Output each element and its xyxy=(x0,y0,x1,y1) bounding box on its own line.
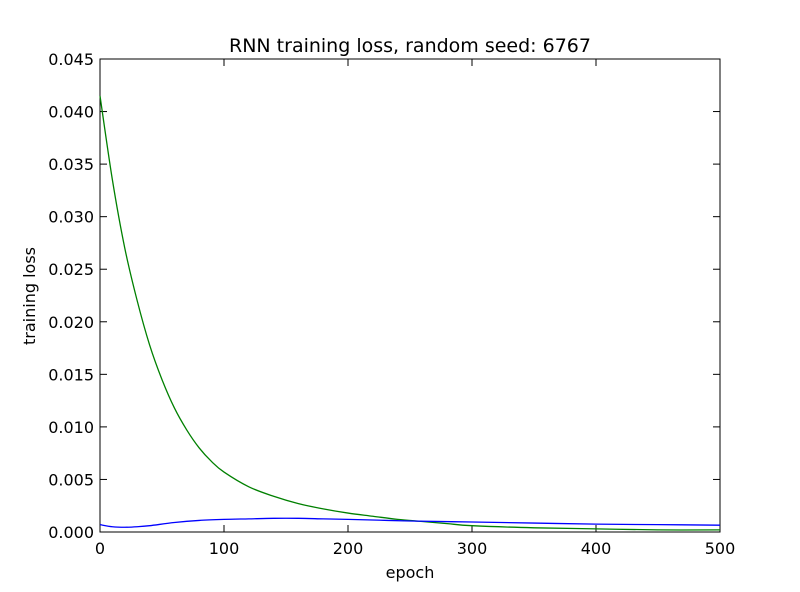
y-tick-label: 0.035 xyxy=(48,155,94,174)
x-axis: 0 100 200 300 400 500 xyxy=(95,59,735,558)
x-tick-label: 400 xyxy=(581,539,612,558)
x-tick-label: 300 xyxy=(457,539,488,558)
series-line-1 xyxy=(99,95,721,531)
x-tick-label: 500 xyxy=(705,539,736,558)
y-tick-label: 0.040 xyxy=(48,103,94,122)
x-axis-label: epoch xyxy=(386,563,435,582)
x-tick-label: 100 xyxy=(209,539,240,558)
y-tick-label: 0.000 xyxy=(48,523,94,542)
y-tick-label: 0.025 xyxy=(48,260,94,279)
y-tick-label: 0.045 xyxy=(48,50,94,69)
series-layer xyxy=(99,95,721,531)
y-tick-label: 0.005 xyxy=(48,470,94,489)
series-line-2 xyxy=(99,517,721,528)
y-axis: 0.000 0.005 0.010 0.015 0.020 0.025 0.030 0.035… xyxy=(48,50,720,542)
plot-area-frame xyxy=(99,58,721,533)
y-tick-label: 0.015 xyxy=(48,365,94,384)
chart-title: RNN training loss, random seed: 6767 xyxy=(229,35,591,57)
y-tick-label: 0.020 xyxy=(48,313,94,332)
y-tick-label: 0.030 xyxy=(48,208,94,227)
x-tick-label: 0 xyxy=(95,539,105,558)
y-axis-label: training loss xyxy=(20,247,39,345)
y-tick-label: 0.010 xyxy=(48,418,94,437)
x-tick-label: 200 xyxy=(333,539,364,558)
